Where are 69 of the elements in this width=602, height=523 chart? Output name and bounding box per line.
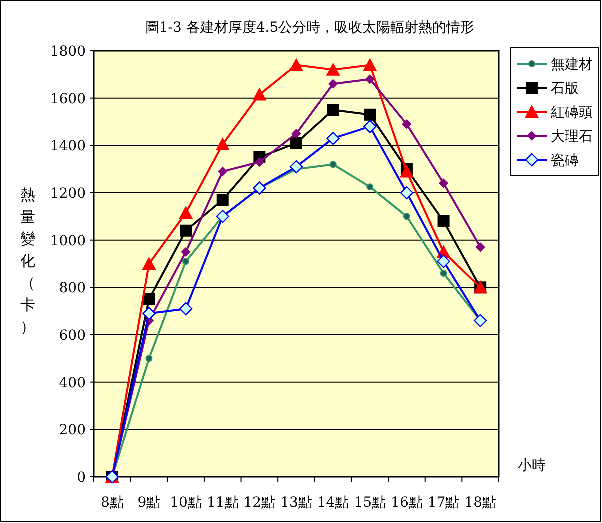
x-tick-label: 9點 bbox=[138, 495, 161, 511]
point bbox=[253, 182, 266, 195]
legend-label: 紅磚頭 bbox=[551, 105, 593, 121]
point bbox=[290, 160, 304, 174]
point bbox=[290, 58, 304, 72]
point bbox=[327, 104, 340, 116]
point bbox=[179, 302, 193, 316]
x-tick-label: 11點 bbox=[206, 495, 239, 511]
point bbox=[438, 215, 450, 228]
point bbox=[400, 164, 414, 178]
point bbox=[216, 194, 229, 206]
point bbox=[290, 137, 302, 150]
point bbox=[402, 120, 412, 129]
point bbox=[437, 255, 450, 268]
x-tick-label: 12點 bbox=[244, 495, 276, 511]
y-tick-label: 400 bbox=[59, 375, 86, 392]
point bbox=[142, 257, 156, 270]
x-axis-title: 小時 bbox=[518, 458, 546, 474]
point bbox=[330, 161, 337, 168]
point bbox=[364, 108, 376, 121]
point bbox=[255, 158, 264, 167]
x-tick-label: 15點 bbox=[354, 495, 386, 511]
point bbox=[146, 355, 153, 362]
point bbox=[216, 210, 230, 224]
point bbox=[181, 248, 191, 257]
y-tick-label: 0 bbox=[77, 470, 86, 486]
y-tick-label: 1200 bbox=[50, 186, 86, 202]
x-tick-label: 8點 bbox=[100, 495, 124, 511]
x-tick-label: 10點 bbox=[170, 495, 202, 511]
point bbox=[363, 58, 378, 72]
point bbox=[403, 213, 410, 220]
point bbox=[476, 242, 486, 252]
legend-label: 無建材 bbox=[551, 57, 593, 73]
y-tick-label: 1400 bbox=[50, 138, 86, 155]
point bbox=[142, 307, 156, 320]
point bbox=[326, 132, 340, 146]
point bbox=[292, 129, 302, 138]
legend-label: 瓷磚 bbox=[551, 153, 579, 169]
point bbox=[400, 186, 414, 200]
point bbox=[252, 88, 267, 101]
point bbox=[216, 137, 230, 150]
point bbox=[180, 224, 192, 237]
x-tick-label: 17點 bbox=[428, 495, 460, 511]
point bbox=[182, 258, 190, 266]
x-tick-label: 16點 bbox=[391, 495, 423, 511]
point bbox=[326, 62, 340, 76]
chart-title: 圖1-3 各建材厚度4.5公分時，吸收太陽輻射熱的情形 bbox=[145, 20, 475, 36]
y-tick-label: 1000 bbox=[50, 233, 86, 250]
point bbox=[474, 314, 488, 328]
y-tick-label: 800 bbox=[59, 280, 86, 297]
point bbox=[328, 80, 338, 89]
y-tick-label: 200 bbox=[59, 422, 86, 439]
point bbox=[366, 74, 375, 84]
x-tick-label: 18點 bbox=[464, 495, 497, 511]
x-tick-label: 13點 bbox=[280, 495, 312, 511]
point bbox=[179, 206, 194, 220]
y-tick-label: 1600 bbox=[50, 91, 86, 108]
point bbox=[439, 178, 448, 188]
point bbox=[440, 270, 448, 277]
point bbox=[364, 120, 377, 134]
y-tick-label: 600 bbox=[59, 328, 86, 344]
legend-label: 石版 bbox=[551, 81, 579, 97]
y-tick-label: 1800 bbox=[50, 44, 86, 60]
y-axis-title: 熱量變化（卡） bbox=[20, 186, 36, 336]
x-tick-label: 14點 bbox=[317, 495, 350, 511]
point bbox=[143, 294, 156, 306]
legend-label: 大理石 bbox=[551, 129, 593, 145]
point bbox=[218, 167, 228, 176]
point bbox=[366, 184, 374, 191]
